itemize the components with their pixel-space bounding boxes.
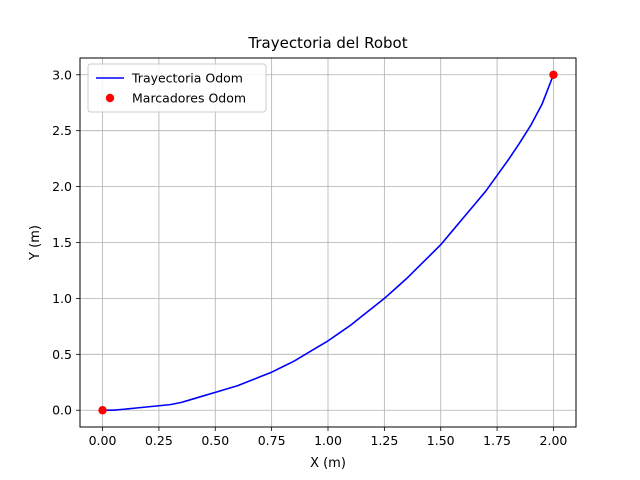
x-tick-label: 0.50: [201, 433, 229, 448]
y-tick-label: 2.0: [52, 179, 72, 194]
x-tick-label: 2.00: [540, 433, 568, 448]
marker-point: [98, 406, 107, 415]
legend-label: Marcadores Odom: [132, 91, 246, 106]
y-axis-label: Y (m): [28, 225, 43, 261]
y-tick-label: 0.5: [52, 347, 72, 362]
chart-title: Trayectoria del Robot: [247, 34, 407, 52]
x-tick-label: 1.00: [314, 433, 342, 448]
legend: Trayectoria Odom Marcadores Odom: [87, 63, 267, 113]
legend-label: Trayectoria Odom: [131, 71, 243, 86]
x-tick-label: 1.75: [483, 433, 511, 448]
y-tick-label: 0.0: [52, 403, 72, 418]
series-layer: [98, 70, 558, 415]
grid: [80, 58, 576, 427]
x-tick-label: 1.25: [370, 433, 398, 448]
x-axis-label: X (m): [310, 456, 346, 471]
y-tick-label: 2.5: [52, 123, 72, 138]
x-tick-label: 0.75: [258, 433, 286, 448]
marker-point: [549, 70, 558, 79]
series-line-trayectoria-odom: [102, 74, 555, 412]
y-tick-label: 3.0: [52, 67, 72, 82]
x-tick-label: 0.00: [89, 433, 117, 448]
legend-box: [87, 63, 267, 113]
y-tick-label: 1.0: [52, 291, 72, 306]
x-tick-label: 0.25: [145, 433, 173, 448]
x-tick-label: 1.50: [427, 433, 455, 448]
ticks: 0.00 0.25 0.50 0.75 1.00 1.25 1.50 1.75 2.00 0.0 0…: [52, 67, 567, 448]
y-tick-label: 1.5: [52, 235, 72, 250]
legend-marker-swatch: [105, 93, 115, 103]
